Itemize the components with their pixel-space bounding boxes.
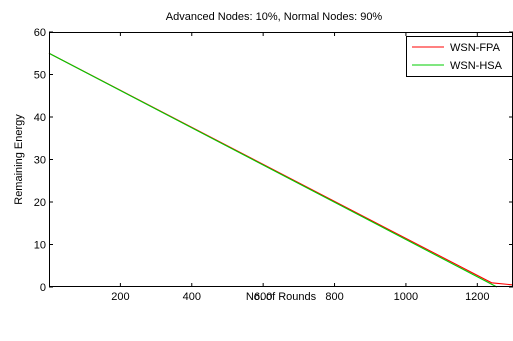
y-axis: 0 10 20 30 40 50 60: [34, 27, 513, 294]
x-tick-label: 1200: [465, 291, 489, 303]
legend-box: [406, 36, 513, 77]
y-tick-label: 10: [34, 240, 46, 252]
x-axis: 200 400 600 800 1000 1200: [111, 32, 490, 303]
x-tick-label: 800: [325, 291, 343, 303]
legend-label-wsn-hsa: WSN-HSA: [450, 60, 503, 72]
x-tick-label: 200: [111, 291, 129, 303]
series-layer: [48, 52, 513, 288]
chart-title: Advanced Nodes: 10%, Normal Nodes: 90%: [166, 11, 383, 23]
y-tick-label: 60: [34, 27, 46, 39]
legend: WSN-FPA WSN-HSA: [406, 36, 513, 77]
y-tick-label: 30: [34, 155, 46, 167]
y-tick-label: 20: [34, 197, 46, 209]
x-tick-label: 600: [254, 291, 272, 303]
legend-label-wsn-fpa: WSN-FPA: [450, 42, 501, 54]
y-tick-label: 40: [34, 112, 46, 124]
series-line-wsn-hsa: [48, 52, 498, 288]
y-axis-title: Remaining Energy: [13, 114, 25, 205]
x-tick-label: 400: [183, 291, 201, 303]
x-axis-title: No. of Rounds: [246, 291, 317, 303]
y-tick-label: 50: [34, 70, 46, 82]
y-tick-label: 0: [40, 282, 46, 294]
x-tick-label: 1000: [394, 291, 418, 303]
